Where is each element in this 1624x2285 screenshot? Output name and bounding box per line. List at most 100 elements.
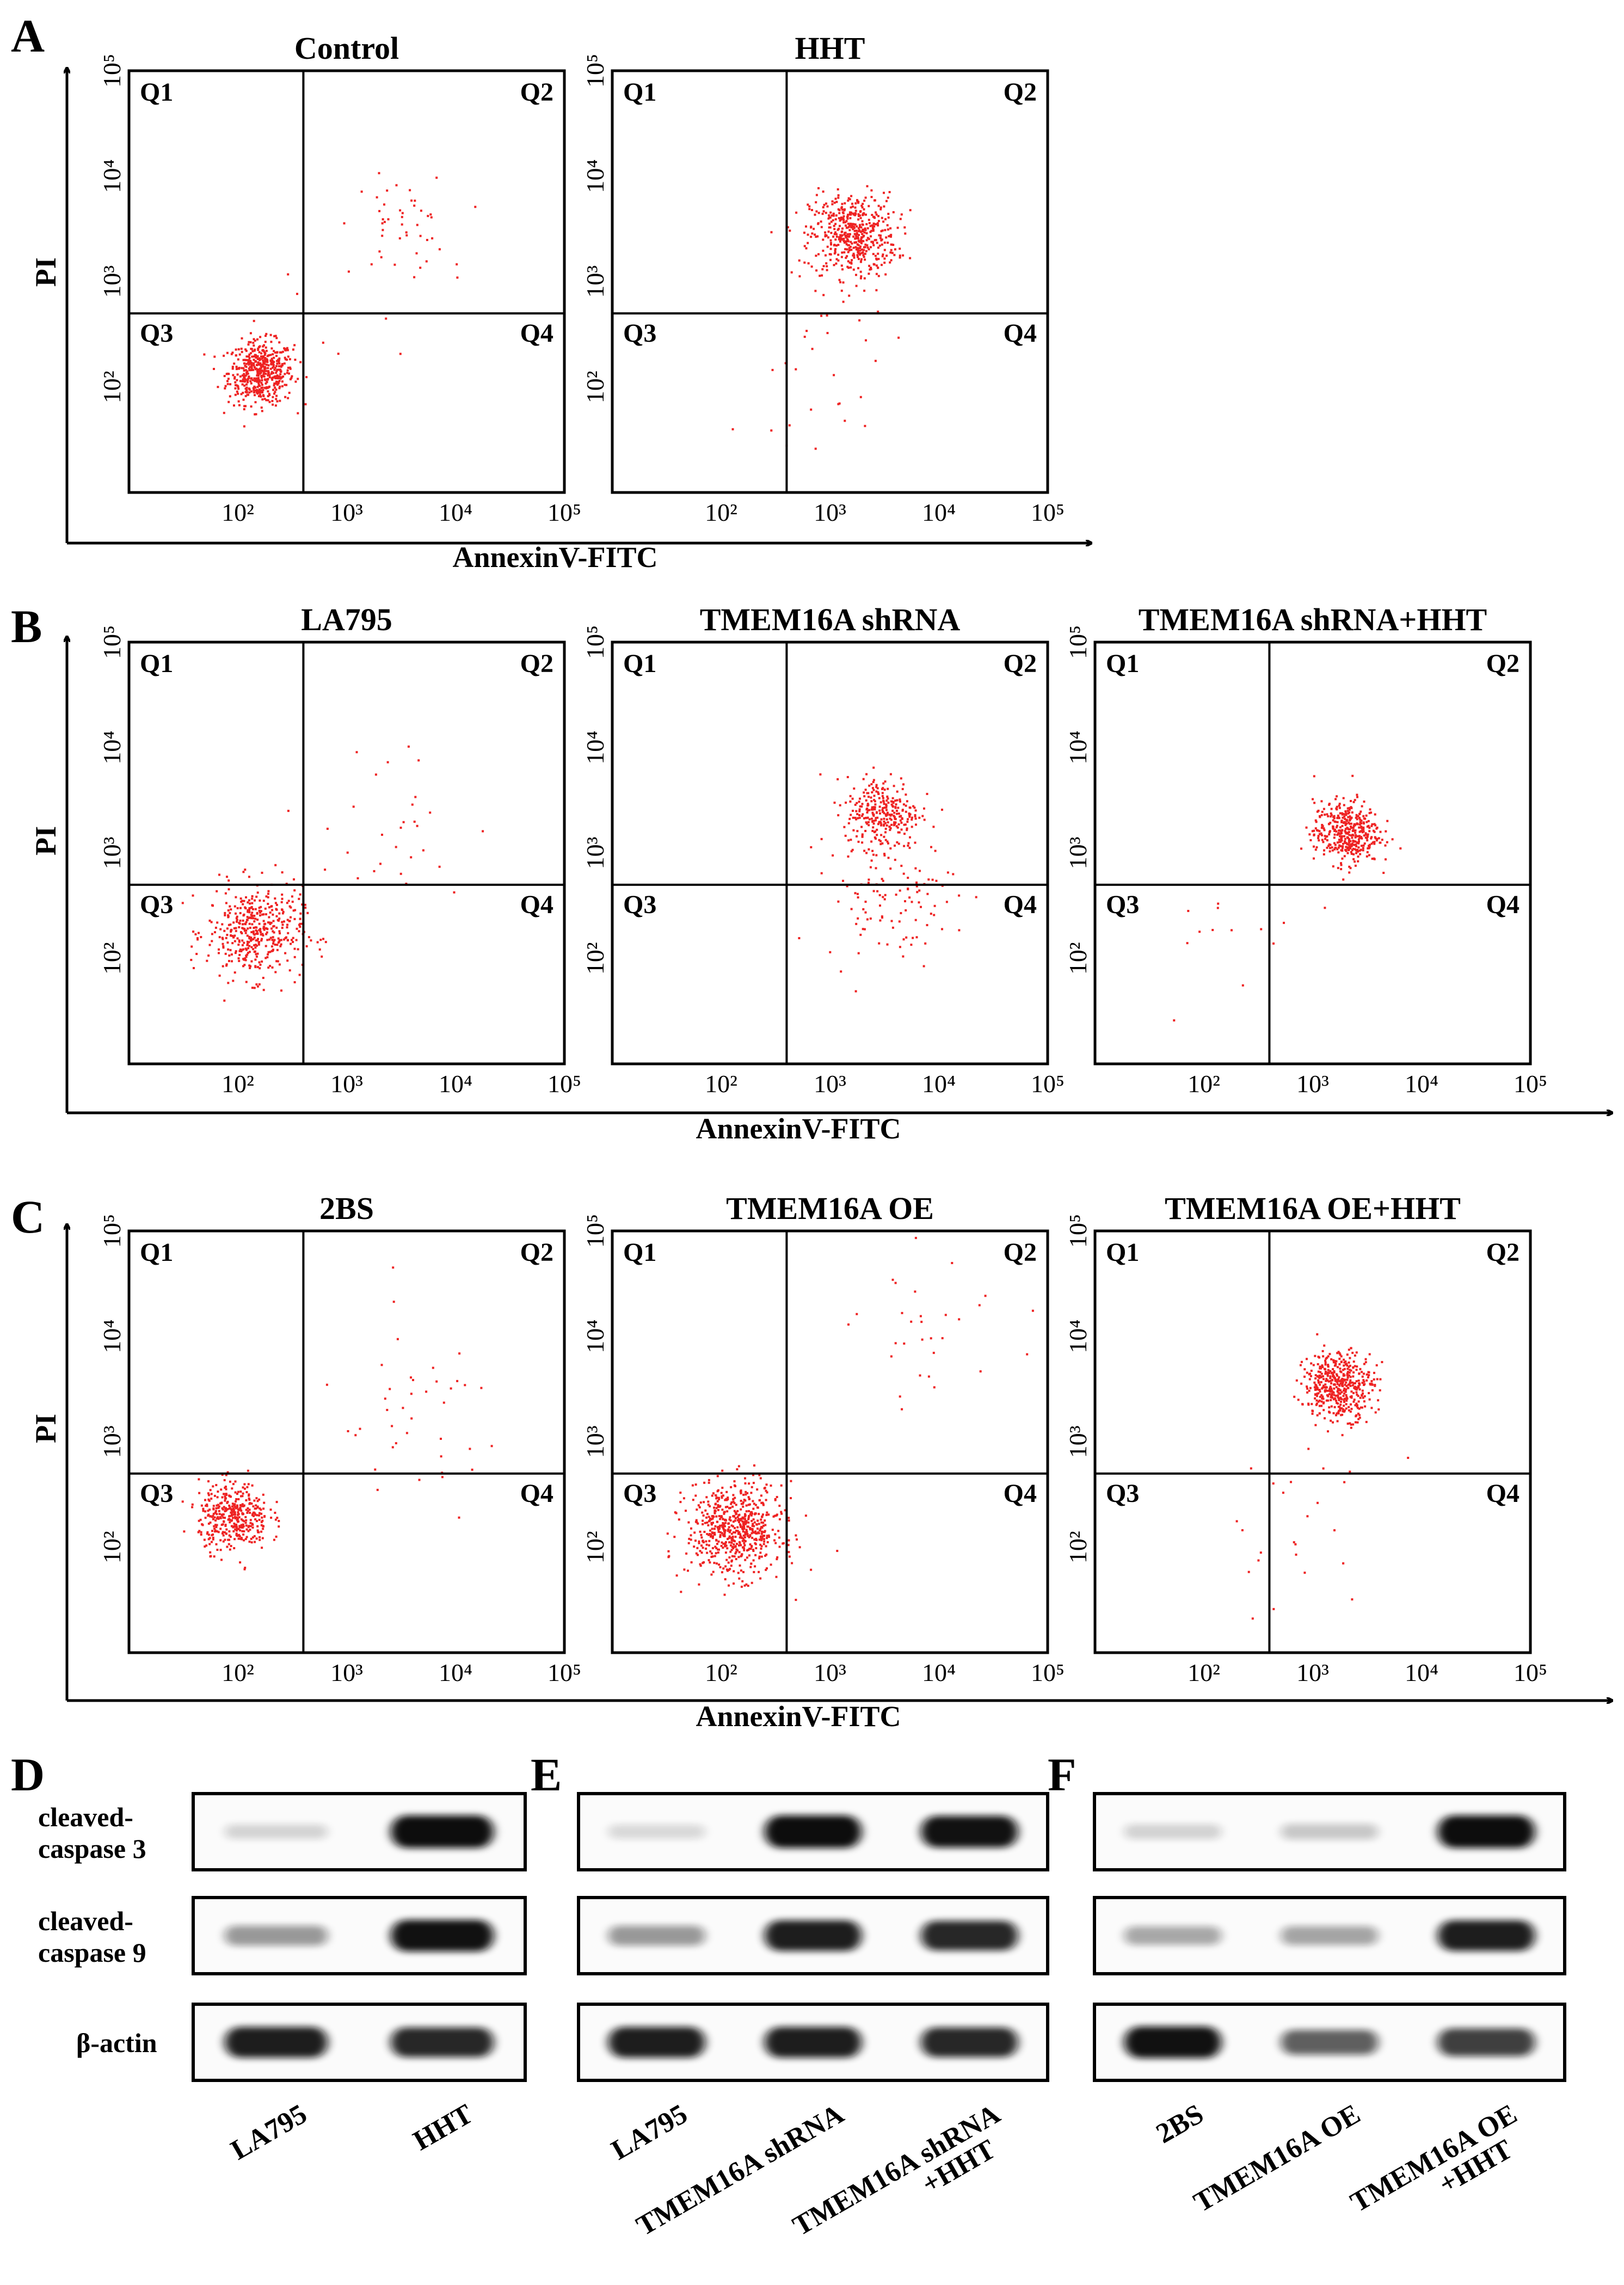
event-dot	[207, 1498, 210, 1501]
event-dot	[245, 355, 248, 358]
event-dot	[861, 841, 864, 844]
event-dot	[254, 380, 256, 383]
event-dot	[808, 205, 811, 208]
event-dot	[728, 1522, 730, 1525]
event-dot	[1300, 847, 1302, 850]
event-dot	[904, 823, 907, 826]
event-dots	[666, 1236, 1034, 1601]
event-dot	[279, 376, 281, 378]
event-dot	[842, 221, 845, 224]
event-dot	[861, 206, 864, 209]
event-dot	[286, 349, 289, 352]
event-dot	[194, 933, 197, 935]
event-dot	[1319, 815, 1321, 817]
event-dot	[744, 1559, 747, 1561]
event-dot	[264, 335, 267, 337]
event-dot	[269, 354, 272, 356]
event-dot	[845, 234, 847, 237]
event-dot	[868, 205, 870, 207]
event-dot	[870, 796, 872, 799]
event-dot	[724, 1506, 727, 1508]
event-dot	[1306, 1391, 1309, 1394]
event-dot	[237, 1513, 239, 1516]
y-tick-label: 10⁴	[1064, 1320, 1092, 1353]
event-dot	[863, 817, 865, 820]
event-dot	[1354, 799, 1356, 802]
event-dot	[1345, 814, 1348, 816]
event-dot	[1272, 1607, 1275, 1610]
event-dot	[758, 1513, 760, 1516]
event-dot	[709, 1517, 711, 1520]
event-dot	[1379, 1389, 1381, 1391]
y-tick-label: 10³	[1064, 1426, 1092, 1458]
event-dot	[260, 1512, 263, 1515]
event-dot	[905, 804, 907, 807]
event-dot	[277, 359, 280, 361]
event-dot	[900, 777, 902, 780]
event-dot	[747, 1504, 750, 1506]
event-dot	[1358, 830, 1361, 833]
event-dot	[822, 210, 825, 213]
row-b-axes: PI AnnexinV-FITC	[29, 637, 1612, 1145]
event-dot	[709, 1550, 712, 1553]
event-dot	[225, 1474, 227, 1476]
event-dot	[742, 1525, 745, 1528]
event-dot	[1333, 1370, 1336, 1372]
event-dot	[233, 377, 236, 380]
event-dot	[232, 1508, 235, 1511]
event-dot	[833, 374, 835, 377]
event-dot	[747, 1585, 749, 1587]
event-dot	[740, 1500, 742, 1502]
event-dot	[755, 1547, 758, 1549]
x-tick-label: 10³	[814, 498, 846, 526]
protein-band	[1281, 1824, 1379, 1840]
event-dot	[871, 830, 874, 832]
event-dot	[1360, 848, 1362, 851]
event-dot	[385, 317, 387, 320]
event-dot	[1347, 1383, 1350, 1386]
event-dot	[260, 407, 263, 409]
event-dot	[682, 1497, 685, 1500]
event-dot	[1332, 1373, 1334, 1376]
event-dot	[243, 384, 246, 387]
event-dot	[212, 1485, 214, 1488]
event-dot	[1337, 1411, 1339, 1414]
event-dot	[853, 223, 855, 226]
event-dot	[870, 268, 872, 270]
x-tick-label: 10²	[1188, 1070, 1220, 1098]
event-dot	[844, 202, 846, 205]
event-dot	[1350, 816, 1353, 819]
event-dot	[832, 214, 835, 217]
event-dot	[871, 820, 874, 822]
event-dot	[431, 237, 434, 239]
event-dot	[885, 809, 888, 811]
event-dot	[248, 1493, 250, 1496]
event-dot	[1345, 846, 1348, 848]
event-dot	[218, 1513, 221, 1516]
event-dot	[218, 873, 220, 876]
event-dot	[1333, 1397, 1336, 1400]
event-dot	[879, 801, 882, 804]
event-dot	[831, 203, 834, 206]
event-dot	[1340, 835, 1343, 837]
event-dot	[227, 948, 230, 951]
event-dot	[876, 242, 878, 244]
event-dot	[734, 1519, 736, 1522]
event-dot	[250, 907, 253, 909]
event-dot	[858, 800, 860, 803]
event-dot	[1363, 1400, 1365, 1403]
event-dot	[237, 387, 240, 390]
event-dot	[241, 944, 244, 946]
event-dot	[282, 920, 285, 923]
event-dot	[859, 226, 861, 229]
event-dot	[685, 1552, 688, 1555]
event-dot	[267, 892, 269, 895]
event-dot	[290, 943, 292, 945]
event-dot	[1371, 841, 1374, 844]
event-dot	[256, 891, 259, 894]
event-dot	[256, 386, 259, 388]
event-dot	[854, 202, 857, 205]
event-dot	[225, 1532, 227, 1535]
event-dot	[1350, 806, 1352, 809]
event-dot	[211, 1516, 213, 1518]
